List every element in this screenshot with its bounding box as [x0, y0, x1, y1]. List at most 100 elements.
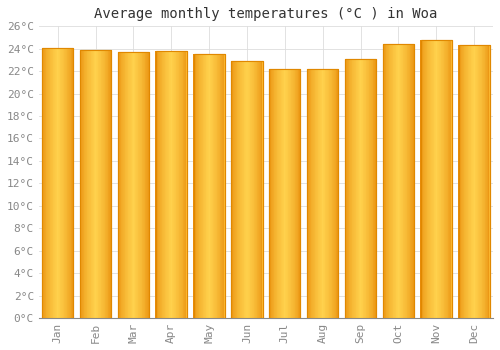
- Bar: [195, 54, 196, 318]
- Bar: [172, 51, 173, 318]
- Bar: [215, 54, 216, 318]
- Bar: [174, 51, 175, 318]
- Bar: [64, 48, 65, 318]
- Bar: [45, 48, 46, 318]
- Bar: [486, 46, 487, 318]
- Bar: [167, 51, 168, 318]
- Bar: [166, 51, 167, 318]
- Bar: [469, 46, 470, 318]
- Bar: [245, 61, 246, 318]
- Bar: [130, 52, 132, 318]
- Bar: [44, 48, 45, 318]
- Bar: [462, 46, 463, 318]
- Bar: [473, 46, 474, 318]
- Bar: [440, 40, 442, 318]
- Bar: [173, 51, 174, 318]
- Bar: [42, 48, 74, 318]
- Bar: [107, 50, 108, 318]
- Bar: [410, 44, 411, 318]
- Bar: [55, 48, 56, 318]
- Bar: [484, 46, 486, 318]
- Bar: [286, 69, 287, 318]
- Bar: [411, 44, 412, 318]
- Bar: [241, 61, 242, 318]
- Bar: [482, 46, 483, 318]
- Bar: [470, 46, 472, 318]
- Bar: [464, 46, 465, 318]
- Bar: [216, 54, 218, 318]
- Bar: [126, 52, 127, 318]
- Bar: [80, 50, 111, 318]
- Bar: [157, 51, 158, 318]
- Bar: [446, 40, 447, 318]
- Bar: [234, 61, 235, 318]
- Bar: [182, 51, 184, 318]
- Bar: [288, 69, 289, 318]
- Bar: [278, 69, 279, 318]
- Bar: [395, 44, 396, 318]
- Bar: [282, 69, 283, 318]
- Bar: [270, 69, 300, 318]
- Bar: [52, 48, 54, 318]
- Bar: [345, 59, 376, 318]
- Bar: [284, 69, 285, 318]
- Bar: [220, 54, 221, 318]
- Bar: [405, 44, 406, 318]
- Bar: [72, 48, 73, 318]
- Bar: [158, 51, 160, 318]
- Bar: [209, 54, 210, 318]
- Bar: [104, 50, 106, 318]
- Bar: [350, 59, 351, 318]
- Bar: [270, 69, 300, 318]
- Bar: [408, 44, 409, 318]
- Bar: [160, 51, 161, 318]
- Bar: [95, 50, 96, 318]
- Bar: [445, 40, 446, 318]
- Bar: [96, 50, 97, 318]
- Bar: [177, 51, 178, 318]
- Bar: [147, 52, 148, 318]
- Bar: [212, 54, 214, 318]
- Bar: [235, 61, 236, 318]
- Bar: [102, 50, 103, 318]
- Bar: [146, 52, 147, 318]
- Bar: [312, 69, 313, 318]
- Bar: [478, 46, 479, 318]
- Bar: [466, 46, 467, 318]
- Bar: [170, 51, 171, 318]
- Bar: [352, 59, 353, 318]
- Bar: [366, 59, 367, 318]
- Bar: [435, 40, 436, 318]
- Bar: [255, 61, 256, 318]
- Bar: [322, 69, 323, 318]
- Bar: [270, 69, 272, 318]
- Bar: [421, 40, 452, 318]
- Bar: [443, 40, 444, 318]
- Bar: [332, 69, 333, 318]
- Bar: [89, 50, 90, 318]
- Bar: [404, 44, 405, 318]
- Bar: [256, 61, 258, 318]
- Bar: [409, 44, 410, 318]
- Bar: [307, 69, 308, 318]
- Bar: [477, 46, 478, 318]
- Bar: [323, 69, 324, 318]
- Bar: [463, 46, 464, 318]
- Bar: [320, 69, 321, 318]
- Bar: [398, 44, 399, 318]
- Bar: [181, 51, 182, 318]
- Bar: [118, 52, 149, 318]
- Bar: [156, 51, 157, 318]
- Bar: [68, 48, 69, 318]
- Bar: [392, 44, 394, 318]
- Bar: [357, 59, 358, 318]
- Bar: [81, 50, 82, 318]
- Bar: [140, 52, 141, 318]
- Bar: [201, 54, 202, 318]
- Bar: [426, 40, 428, 318]
- Bar: [124, 52, 126, 318]
- Bar: [422, 40, 424, 318]
- Bar: [219, 54, 220, 318]
- Bar: [134, 52, 136, 318]
- Bar: [318, 69, 319, 318]
